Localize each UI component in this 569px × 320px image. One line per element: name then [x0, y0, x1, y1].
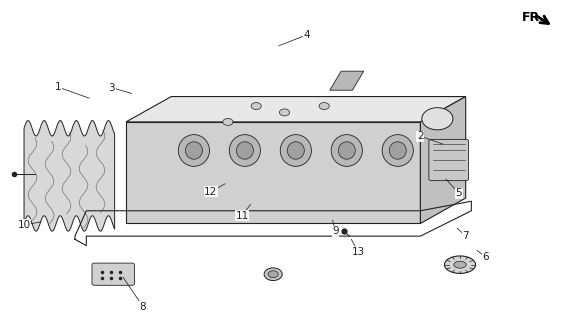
Ellipse shape — [178, 135, 209, 166]
Polygon shape — [330, 71, 364, 90]
Text: 7: 7 — [463, 231, 469, 241]
Polygon shape — [24, 120, 114, 231]
Text: 5: 5 — [456, 188, 462, 198]
Ellipse shape — [268, 271, 278, 278]
Text: 8: 8 — [139, 301, 146, 312]
Text: 9: 9 — [332, 226, 339, 236]
Ellipse shape — [236, 142, 253, 159]
Ellipse shape — [279, 109, 290, 116]
Ellipse shape — [264, 268, 282, 281]
Polygon shape — [126, 122, 420, 223]
Ellipse shape — [287, 142, 304, 159]
Text: 4: 4 — [304, 30, 311, 40]
FancyBboxPatch shape — [429, 140, 468, 180]
Ellipse shape — [185, 142, 203, 159]
Ellipse shape — [229, 135, 261, 166]
Text: 11: 11 — [236, 211, 249, 220]
Text: 12: 12 — [204, 187, 217, 197]
Ellipse shape — [223, 118, 233, 125]
Text: 10: 10 — [18, 220, 31, 230]
Text: FR.: FR. — [522, 11, 546, 24]
Ellipse shape — [251, 103, 261, 109]
Text: 6: 6 — [482, 252, 489, 262]
Ellipse shape — [281, 135, 311, 166]
Text: 13: 13 — [352, 247, 365, 257]
Ellipse shape — [382, 135, 413, 166]
FancyBboxPatch shape — [92, 263, 134, 285]
Polygon shape — [126, 97, 465, 122]
Ellipse shape — [444, 256, 476, 273]
Ellipse shape — [454, 261, 466, 268]
Ellipse shape — [422, 108, 453, 130]
Ellipse shape — [319, 103, 329, 109]
Text: 1: 1 — [55, 82, 61, 92]
Text: 3: 3 — [109, 83, 115, 93]
Polygon shape — [420, 97, 465, 223]
Ellipse shape — [331, 135, 362, 166]
Ellipse shape — [339, 142, 355, 159]
Ellipse shape — [389, 142, 406, 159]
Text: 2: 2 — [417, 131, 424, 141]
